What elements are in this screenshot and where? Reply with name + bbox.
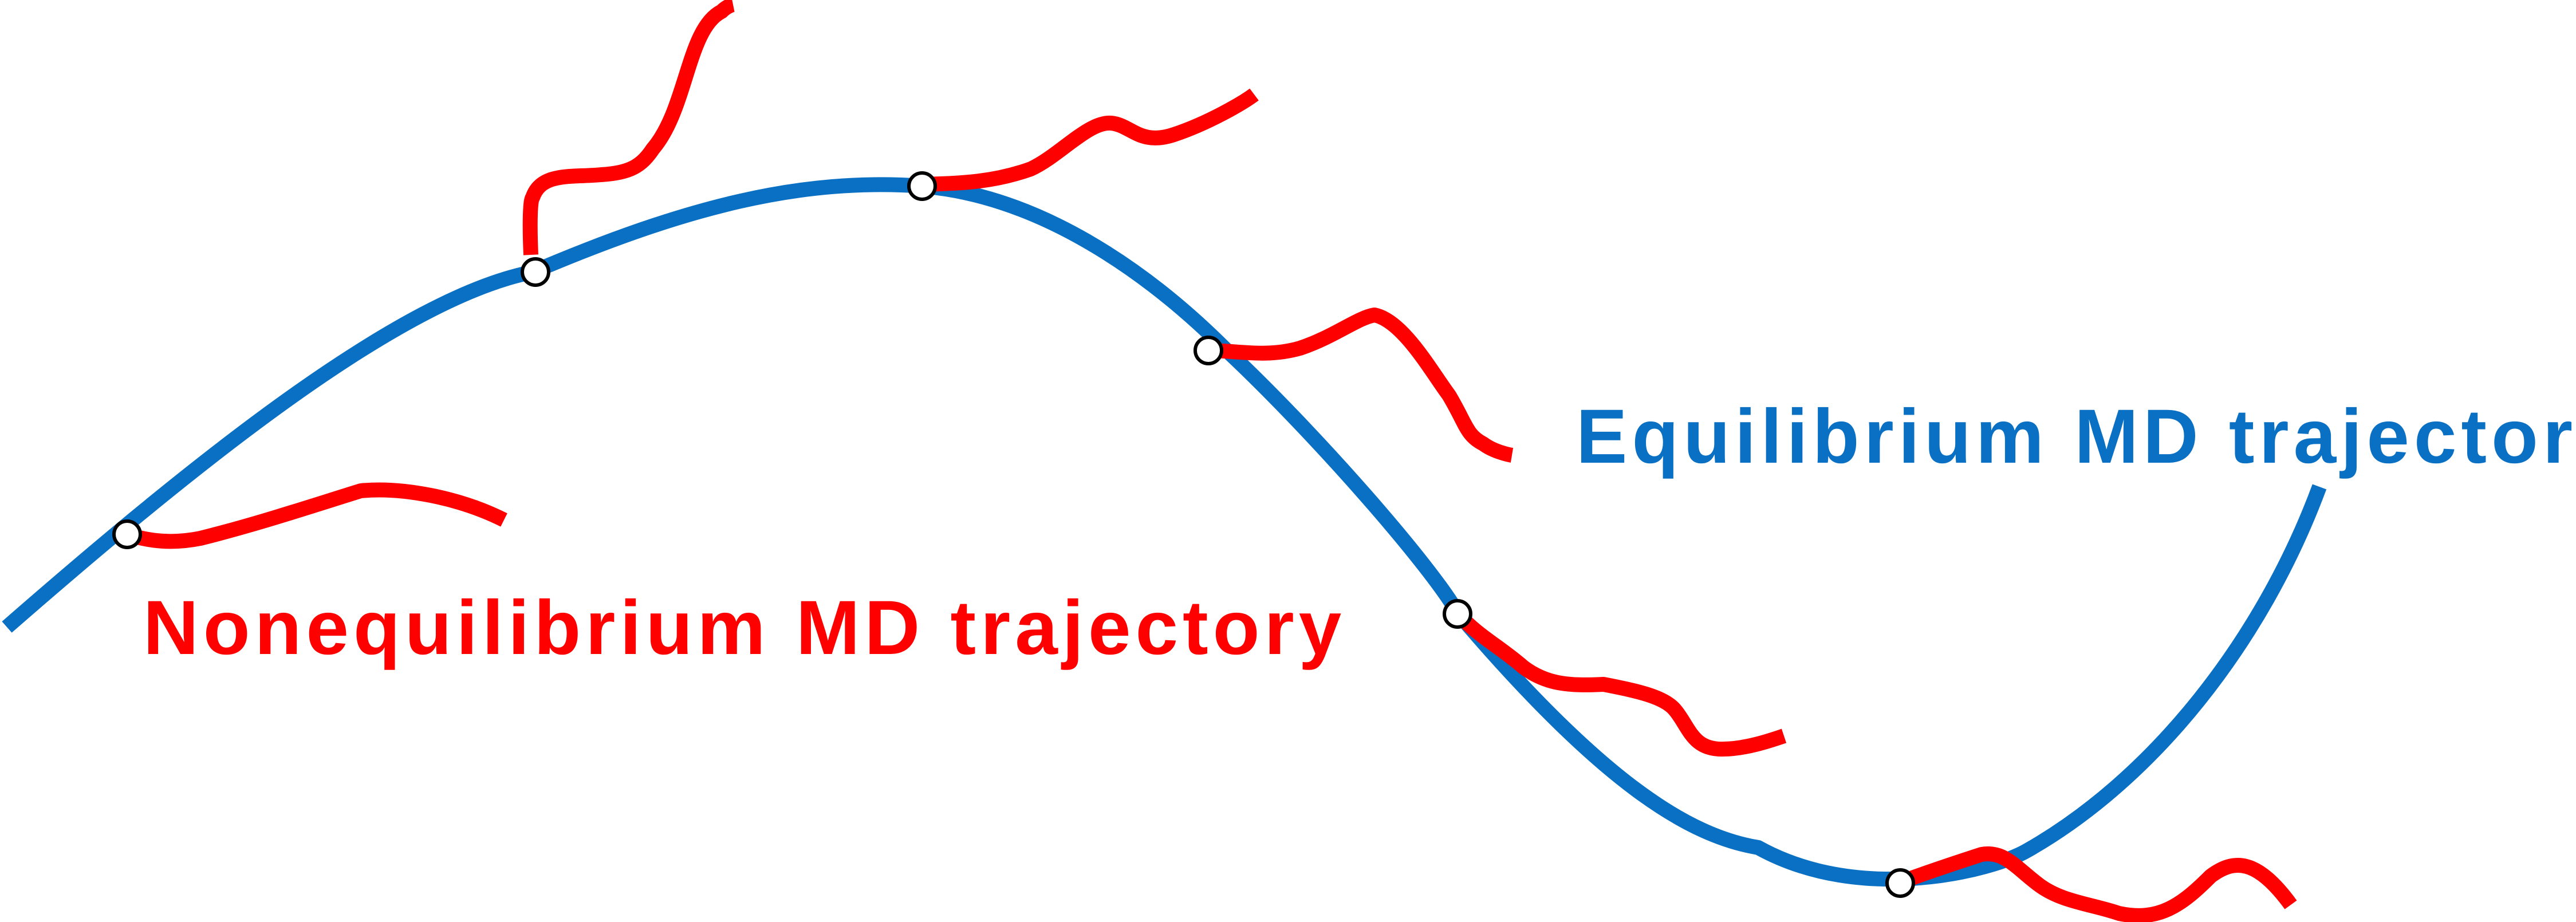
nonequilibrium-trajectory-2 xyxy=(522,0,735,255)
nonequilibrium-trajectory-3 xyxy=(921,88,1259,192)
nonequilibrium-label: Nonequilibrium MD trajectory xyxy=(143,585,1346,671)
nonequilibrium-trajectory-6 xyxy=(1898,846,2297,922)
equilibrium-trajectory xyxy=(2,177,2327,886)
branch-point-marker-6 xyxy=(1885,868,1915,898)
nonequilibrium-trajectory-4 xyxy=(1208,308,1514,463)
branch-point-marker-3 xyxy=(907,171,937,201)
branch-point-marker-1 xyxy=(112,519,142,549)
nonequilibrium-trajectory-1 xyxy=(125,482,507,549)
branch-point-marker-4 xyxy=(1194,336,1223,365)
branch-point-marker-2 xyxy=(521,257,550,287)
nonequilibrium-trajectory-5 xyxy=(1452,609,1787,757)
branch-point-marker-5 xyxy=(1443,599,1472,629)
equilibrium-label: Equilibrium MD trajectory xyxy=(1576,394,2576,479)
